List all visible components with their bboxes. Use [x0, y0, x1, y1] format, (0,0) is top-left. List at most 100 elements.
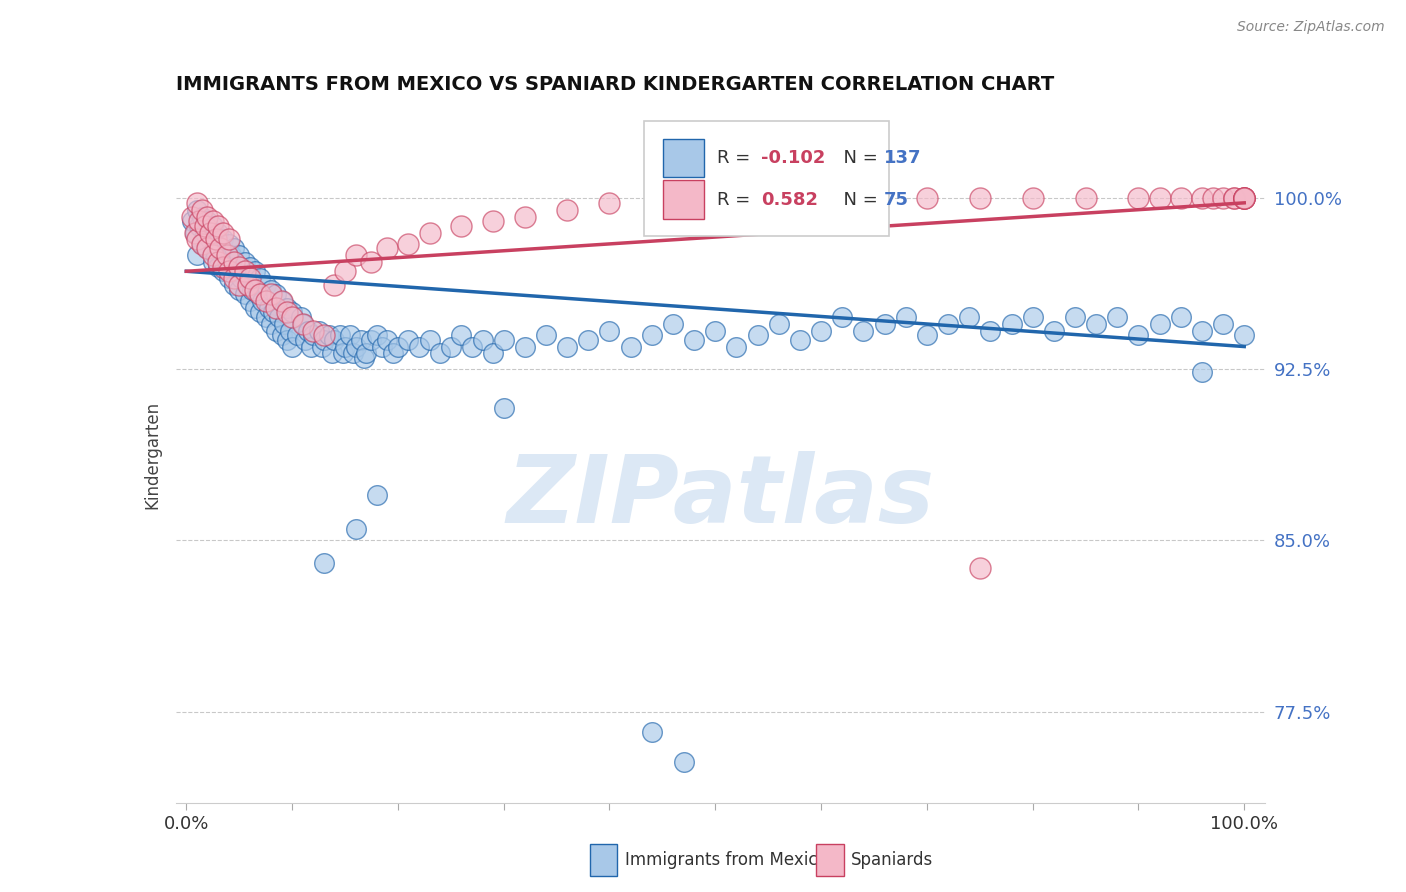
Text: Source: ZipAtlas.com: Source: ZipAtlas.com: [1237, 20, 1385, 34]
Point: [281, 305, 304, 319]
Point: [236, 277, 259, 292]
Point: [915, 191, 938, 205]
Point: [302, 324, 325, 338]
Point: [287, 328, 309, 343]
Point: [252, 293, 274, 308]
Point: [450, 328, 472, 343]
Point: [186, 195, 208, 210]
Point: [555, 340, 578, 354]
Point: [1191, 324, 1213, 338]
Point: [1170, 310, 1192, 324]
Point: [339, 328, 361, 343]
Point: [1149, 317, 1171, 331]
Point: [471, 333, 494, 347]
Point: [482, 346, 505, 360]
Point: [186, 202, 208, 217]
Point: [197, 214, 219, 228]
Point: [270, 293, 292, 308]
Point: [270, 328, 292, 343]
Point: [201, 255, 224, 269]
Point: [513, 210, 536, 224]
Point: [254, 293, 277, 308]
Point: [323, 277, 346, 292]
Text: -0.102: -0.102: [761, 149, 825, 167]
Point: [1222, 191, 1244, 205]
Point: [979, 324, 1001, 338]
Point: [291, 317, 314, 331]
Point: [651, 191, 673, 205]
Point: [186, 232, 208, 246]
Bar: [591, 844, 617, 876]
Point: [398, 333, 420, 347]
Point: [1233, 191, 1256, 205]
Point: [233, 287, 256, 301]
Text: IMMIGRANTS FROM MEXICO VS SPANIARD KINDERGARTEN CORRELATION CHART: IMMIGRANTS FROM MEXICO VS SPANIARD KINDE…: [176, 75, 1054, 95]
Point: [291, 317, 314, 331]
Point: [278, 324, 301, 338]
Point: [440, 340, 463, 354]
Point: [344, 248, 367, 262]
Point: [344, 522, 367, 536]
Point: [226, 264, 249, 278]
Text: ZIPatlas: ZIPatlas: [506, 450, 935, 542]
Point: [375, 242, 398, 256]
Point: [1064, 310, 1087, 324]
Y-axis label: Kindergarten: Kindergarten: [143, 401, 162, 509]
Point: [969, 191, 991, 205]
Point: [184, 226, 207, 240]
Point: [201, 248, 224, 262]
Point: [333, 264, 356, 278]
Point: [260, 317, 283, 331]
Point: [264, 287, 287, 301]
Point: [1201, 191, 1223, 205]
Point: [620, 340, 643, 354]
Point: [249, 305, 271, 319]
Point: [194, 219, 217, 233]
Point: [276, 301, 298, 315]
Text: 0.582: 0.582: [761, 191, 818, 209]
Point: [366, 488, 388, 502]
Point: [672, 755, 695, 769]
Point: [915, 328, 938, 343]
Point: [218, 236, 240, 251]
Point: [641, 725, 664, 739]
Point: [299, 340, 322, 354]
Point: [239, 293, 262, 308]
Point: [240, 283, 263, 297]
Point: [513, 340, 536, 354]
Point: [360, 333, 382, 347]
Point: [222, 242, 245, 256]
Point: [311, 340, 333, 354]
Point: [233, 264, 256, 278]
Point: [270, 293, 292, 308]
Text: N =: N =: [832, 191, 883, 209]
Point: [228, 248, 250, 262]
Point: [180, 214, 202, 228]
Point: [662, 317, 685, 331]
Point: [366, 328, 388, 343]
Point: [219, 248, 242, 262]
FancyBboxPatch shape: [644, 121, 890, 235]
Point: [260, 287, 283, 301]
Point: [598, 195, 620, 210]
Text: Immigrants from Mexico: Immigrants from Mexico: [624, 851, 827, 869]
Point: [810, 191, 832, 205]
Point: [264, 324, 287, 338]
Point: [398, 236, 420, 251]
Point: [207, 226, 229, 240]
Point: [264, 301, 287, 315]
Point: [725, 340, 748, 354]
Point: [243, 264, 266, 278]
Point: [1000, 317, 1022, 331]
Point: [1128, 328, 1150, 343]
Point: [576, 333, 599, 347]
Point: [1233, 191, 1256, 205]
Point: [756, 191, 779, 205]
Point: [180, 210, 202, 224]
Point: [333, 340, 356, 354]
Point: [222, 255, 245, 269]
Point: [262, 305, 284, 319]
Point: [534, 328, 557, 343]
Point: [555, 202, 578, 217]
Text: 137: 137: [884, 149, 921, 167]
